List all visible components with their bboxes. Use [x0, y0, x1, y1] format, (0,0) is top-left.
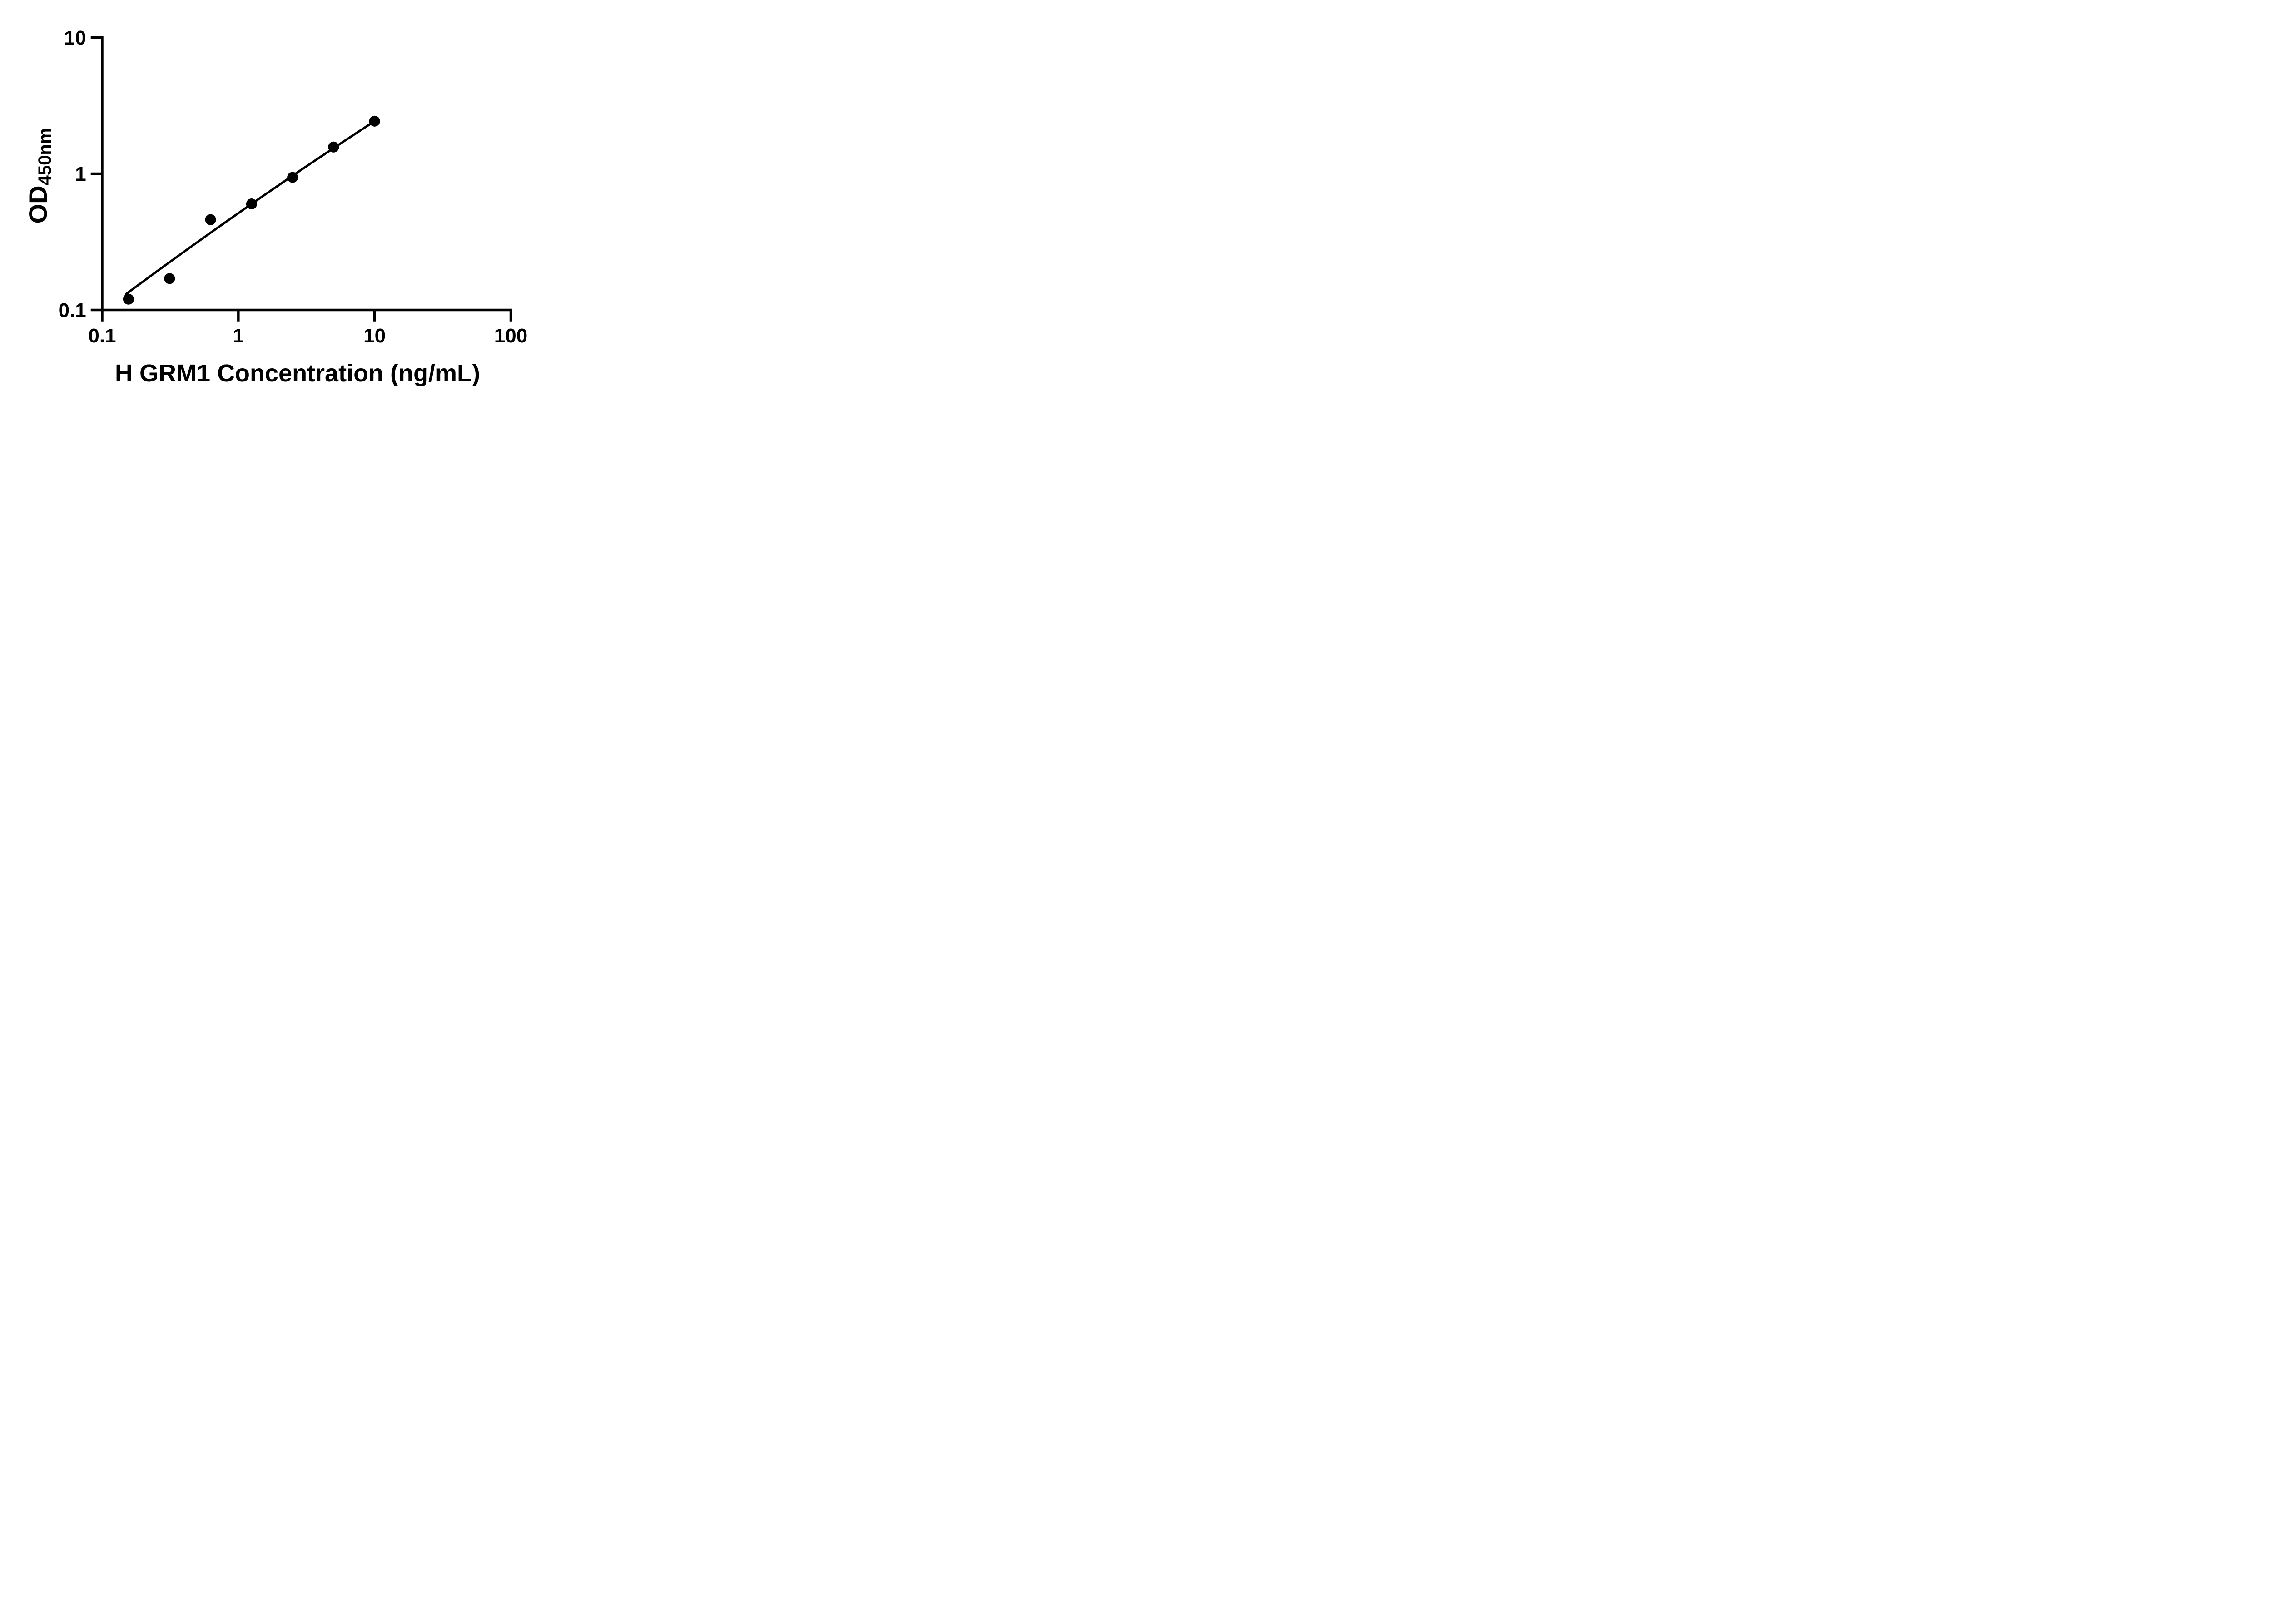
- x-tick-label: 1: [233, 325, 244, 347]
- y-tick-label: 1: [75, 163, 86, 185]
- x-tick-label: 10: [363, 325, 386, 347]
- data-point: [328, 141, 339, 153]
- y-tick-label: 10: [64, 27, 86, 49]
- data-point: [205, 214, 216, 225]
- od-subscript: 450nm: [35, 128, 55, 186]
- x-axis-title: H GRM1 Concentration (ng/mL): [115, 360, 480, 387]
- od-label: OD: [24, 185, 52, 224]
- y-tick-label: 0.1: [59, 299, 86, 322]
- data-point: [287, 172, 298, 183]
- data-point: [164, 273, 175, 284]
- data-point: [246, 198, 257, 210]
- data-point: [123, 293, 134, 305]
- x-tick-label: 100: [494, 325, 527, 347]
- y-axis-title: OD450nm: [24, 128, 55, 224]
- data-point: [369, 115, 380, 127]
- standard-curve-chart: 10 1 0.10.1 1 10 100: [59, 27, 528, 347]
- x-tick-label: 0.1: [88, 325, 116, 347]
- elisa-standard-curve-figure: 10 1 0.1 0.1 1 10 100 H GRM1 Concentration (ng…: [0, 0, 576, 406]
